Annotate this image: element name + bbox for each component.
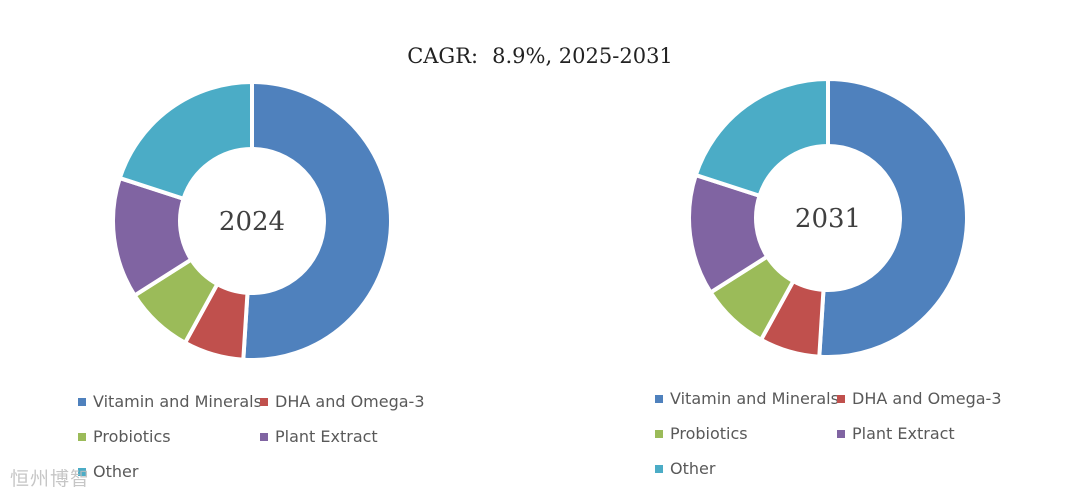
legend-item: Other (655, 459, 715, 478)
legend-label: DHA and Omega-3 (852, 389, 1002, 408)
legend-swatch (837, 394, 845, 403)
legend-swatch (837, 429, 845, 438)
legend-label: Other (93, 462, 139, 481)
chart-title-label: CAGR: (407, 44, 479, 68)
donut-slice-2031-4 (693, 77, 830, 198)
donut-slice-2031-0 (817, 77, 969, 359)
donut-center-label: 2031 (795, 204, 861, 234)
donut-chart-2024: 2024 (111, 80, 393, 362)
legend-label: Probiotics (93, 427, 171, 446)
legend-label: Vitamin and Minerals (93, 392, 262, 411)
legend-label: Probiotics (670, 424, 748, 443)
legend-swatch (78, 467, 86, 476)
chart-title: CAGR: 8.9%, 2025-2031 (0, 44, 1080, 68)
legend-label: Vitamin and Minerals (670, 389, 839, 408)
donut-center-label: 2024 (219, 207, 285, 237)
legend-swatch (655, 464, 663, 473)
legend-swatch (260, 432, 268, 441)
donut-chart-2031: 2031 (687, 77, 969, 359)
legend-item: Plant Extract (837, 424, 955, 443)
legend-item: Vitamin and Minerals (655, 389, 839, 408)
legend-swatch (655, 394, 663, 403)
legend-item: DHA and Omega-3 (260, 392, 425, 411)
legend-label: Other (670, 459, 716, 478)
legend-item: DHA and Omega-3 (837, 389, 1002, 408)
donut-slice-2024-0 (241, 80, 393, 362)
legend-swatch (78, 432, 86, 441)
legend-item: Vitamin and Minerals (78, 392, 262, 411)
legend-item: Other (78, 462, 138, 481)
chart-title-value: 8.9%, 2025-2031 (492, 44, 673, 68)
legend-swatch (78, 397, 86, 406)
legend-item: Plant Extract (260, 427, 378, 446)
legend-item: Probiotics (655, 424, 748, 443)
legend-label: Plant Extract (275, 427, 378, 446)
legend-label: DHA and Omega-3 (275, 392, 425, 411)
watermark-logo: 恒州博智 (10, 468, 91, 490)
donut-slice-2024-4 (117, 80, 254, 201)
legend-swatch (260, 397, 268, 406)
legend-label: Plant Extract (852, 424, 955, 443)
legend-swatch (655, 429, 663, 438)
legend-item: Probiotics (78, 427, 171, 446)
